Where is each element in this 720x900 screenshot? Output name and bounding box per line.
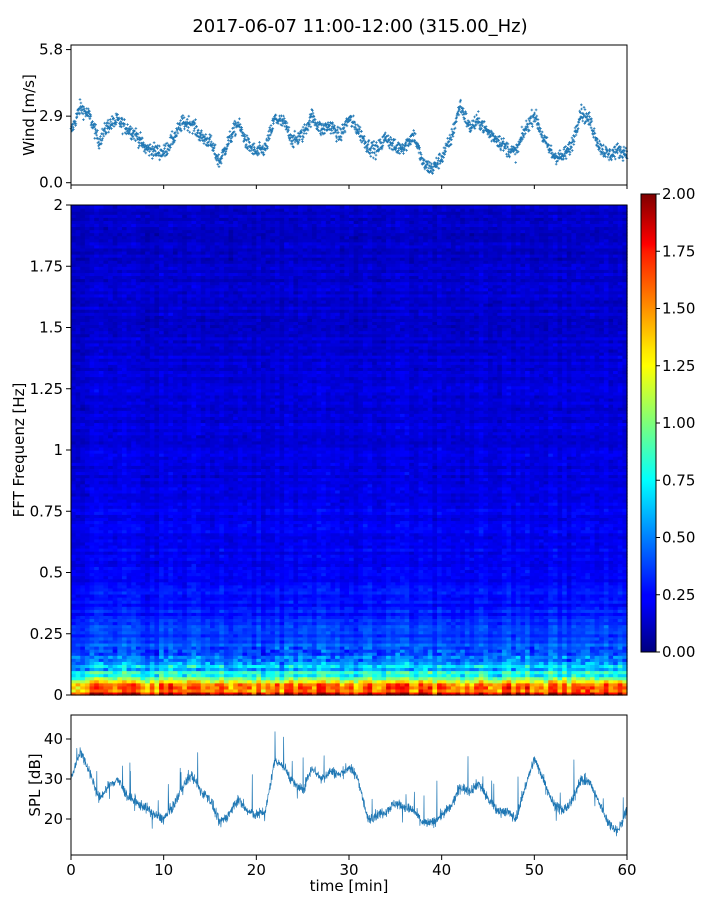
wind-y-tick-label: 2.9 — [39, 107, 63, 125]
wind-x-ticks — [71, 185, 627, 189]
wind-y-ticks: 0.0 2.9 5.8 — [39, 41, 71, 192]
wind-y-axis-label: Wind [m/s] — [20, 74, 38, 156]
spectrogram-cells — [71, 205, 628, 696]
figure-title: 2017-06-07 11:00-12:00 (315.00_Hz) — [192, 16, 527, 37]
wind-y-tick-label: 0.0 — [39, 174, 63, 192]
wind-plot-area — [71, 45, 627, 185]
wind-panel: 0.0 2.9 5.8 Wind [m/s] — [20, 41, 628, 192]
wind-y-tick-label: 5.8 — [39, 41, 63, 59]
